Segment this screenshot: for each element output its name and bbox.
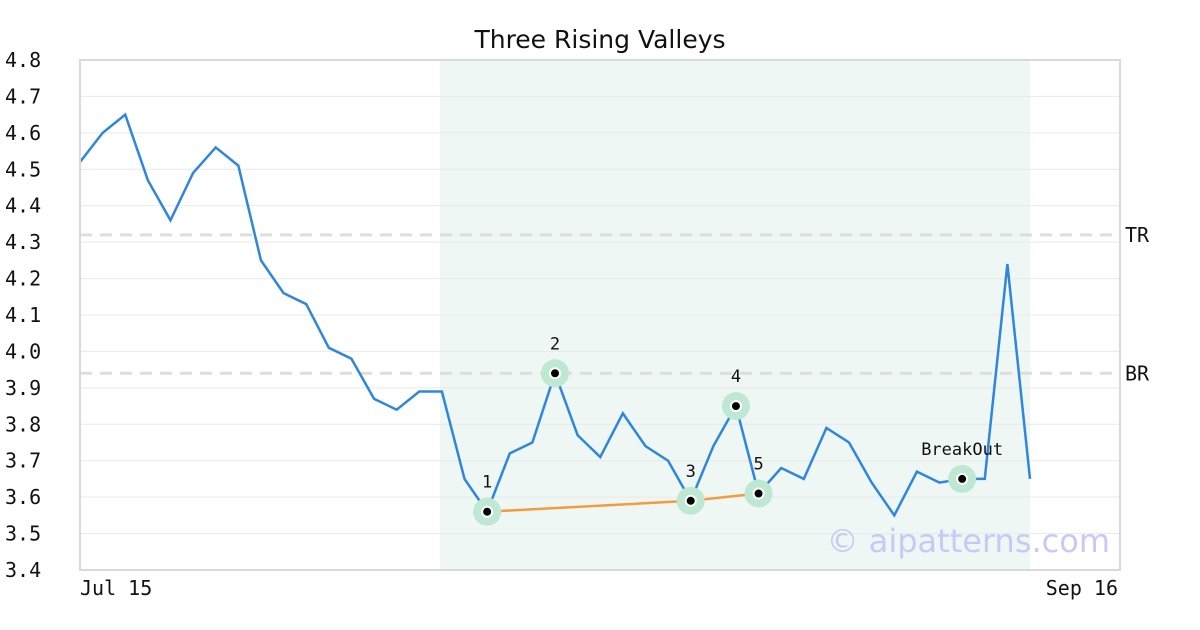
point-label-3: 3 (686, 462, 696, 482)
y-tick-label: 4.2 (5, 267, 41, 291)
y-axis-ticks: 3.4 3.5 3.6 3.7 3.8 3.9 4.0 4.1 4.2 4.3 4.4 4.5 4.6 4… (5, 48, 41, 582)
y-tick-label: 3.5 (5, 522, 41, 546)
point-marker-1 (481, 505, 494, 518)
pattern-points: 1 2 3 4 5 BreakOut (473, 334, 1003, 526)
y-tick-label: 4.6 (5, 121, 41, 145)
y-tick-label: 3.8 (5, 412, 41, 436)
point-marker-breakout (956, 472, 969, 485)
watermark: © aipatterns.com (827, 522, 1110, 560)
point-marker-4 (729, 400, 742, 413)
point-label-5: 5 (753, 455, 763, 475)
y-tick-label: 4.4 (5, 194, 41, 218)
y-tick-label: 3.4 (5, 558, 41, 582)
y-tick-label: 3.6 (5, 485, 41, 509)
level-label-br: BR (1125, 361, 1150, 385)
x-tick-end: Sep 16 (1046, 576, 1118, 600)
y-tick-label: 4.5 (5, 157, 41, 181)
point-marker-2 (549, 367, 561, 380)
level-label-tr: TR (1125, 223, 1150, 247)
point-marker-5 (752, 487, 765, 500)
resistance-levels: TR BR (80, 223, 1150, 385)
y-tick-label: 3.9 (5, 376, 41, 400)
point-label-2: 2 (550, 334, 560, 354)
y-tick-label: 3.7 (5, 449, 41, 473)
point-label-4: 4 (731, 367, 741, 387)
x-tick-start: Jul 15 (80, 576, 152, 600)
gridlines (80, 59, 1120, 571)
point-label-breakout: BreakOut (921, 440, 1003, 460)
point-label-1: 1 (482, 473, 492, 493)
y-tick-label: 4.3 (5, 230, 41, 254)
y-tick-label: 4.1 (5, 303, 41, 327)
y-tick-label: 4.0 (5, 339, 41, 363)
point-marker-3 (684, 494, 697, 507)
plot-frame (79, 59, 1121, 571)
chart-title: Three Rising Valleys (473, 25, 725, 54)
y-tick-label: 4.7 (5, 84, 41, 108)
y-tick-label: 4.8 (5, 48, 41, 72)
